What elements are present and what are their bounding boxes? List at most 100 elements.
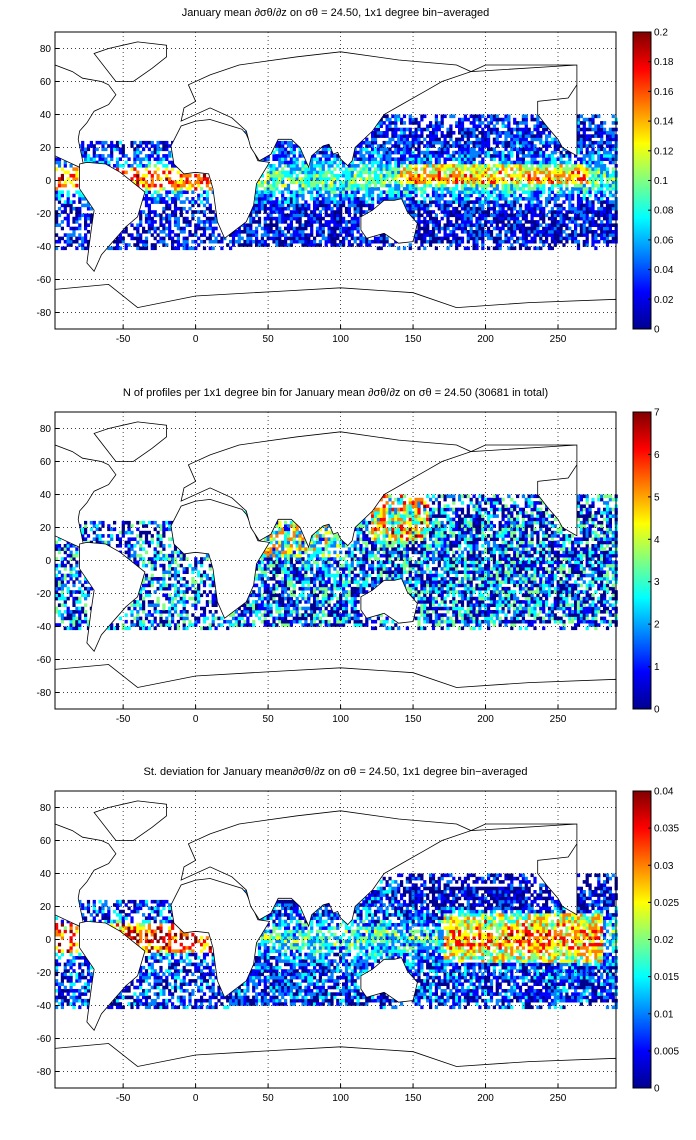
data-cell	[498, 236, 502, 241]
data-cell	[391, 193, 395, 198]
data-cell	[359, 170, 363, 175]
data-cell	[266, 600, 270, 604]
data-cell	[66, 236, 70, 241]
data-cell	[487, 127, 491, 132]
data-cell	[455, 220, 459, 224]
data-cell	[173, 590, 178, 594]
data-cell	[286, 187, 291, 191]
data-cell	[504, 200, 508, 204]
data-cell	[168, 567, 172, 571]
data-cell	[382, 173, 386, 178]
data-cell	[440, 193, 444, 198]
data-cell	[344, 180, 349, 185]
data-cell	[507, 117, 511, 122]
data-cell	[481, 200, 485, 204]
data-cell	[286, 150, 291, 155]
map-title: N of profiles per 1x1 degree bin for Jan…	[123, 387, 548, 399]
data-cell	[168, 177, 172, 181]
data-cell	[168, 524, 172, 528]
data-cell	[313, 157, 317, 161]
data-cell	[397, 246, 401, 251]
data-cell	[272, 550, 276, 555]
data-cell	[478, 180, 482, 185]
data-cell	[388, 180, 392, 185]
data-cell	[324, 147, 328, 152]
data-cell	[255, 193, 259, 198]
data-cell	[585, 187, 589, 191]
data-cell	[249, 233, 253, 237]
data-cell	[379, 183, 383, 188]
data-cell	[591, 117, 595, 122]
data-cell	[472, 180, 476, 185]
data-cell	[185, 600, 189, 604]
data-cell	[423, 114, 427, 119]
data-cell	[600, 121, 604, 125]
data-cell	[510, 160, 514, 165]
data-cell	[574, 154, 578, 158]
data-cell	[516, 236, 520, 241]
data-cell	[142, 606, 146, 611]
data-cell	[350, 180, 354, 185]
data-cell	[489, 114, 494, 119]
data-cell	[466, 203, 470, 208]
data-cell	[388, 243, 392, 247]
data-cell	[142, 557, 146, 561]
data-cell	[487, 177, 491, 181]
data-cell	[281, 213, 285, 218]
data-cell	[342, 173, 346, 178]
data-cell	[478, 154, 482, 158]
data-cell	[452, 140, 456, 145]
data-cell	[472, 127, 476, 132]
data-cell	[202, 230, 207, 234]
data-cell	[501, 190, 505, 194]
data-cell	[408, 206, 412, 211]
data-cell	[417, 157, 421, 161]
data-cell	[495, 223, 499, 227]
data-cell	[81, 144, 85, 148]
data-cell	[263, 567, 267, 571]
data-cell	[553, 203, 557, 208]
data-cell	[72, 583, 76, 588]
data-cell	[310, 167, 314, 171]
data-cell	[388, 117, 392, 122]
data-cell	[521, 230, 525, 234]
data-cell	[78, 233, 82, 237]
data-cell	[504, 236, 508, 241]
data-cell	[75, 616, 79, 621]
data-cell	[408, 190, 412, 194]
data-cell	[257, 610, 262, 614]
data-cell	[539, 210, 543, 214]
data-cell	[191, 603, 195, 607]
data-cell	[347, 164, 351, 168]
data-cell	[243, 226, 247, 231]
data-cell	[156, 524, 160, 528]
data-cell	[460, 220, 465, 224]
data-cell	[394, 124, 398, 128]
data-cell	[550, 239, 554, 244]
data-cell	[269, 177, 273, 181]
data-cell	[168, 626, 172, 631]
data-cell	[608, 173, 612, 178]
data-cell	[275, 167, 279, 171]
data-cell	[434, 190, 438, 194]
data-cell	[484, 213, 488, 218]
data-cell	[339, 233, 343, 237]
data-cell	[150, 520, 154, 525]
data-cell	[162, 593, 166, 598]
data-cell	[388, 170, 392, 175]
data-cell	[498, 190, 502, 194]
data-cell	[69, 180, 73, 185]
data-cell	[295, 167, 299, 171]
data-cell	[307, 216, 311, 221]
data-cell	[487, 203, 491, 208]
data-cell	[182, 570, 186, 574]
data-cell	[562, 213, 566, 218]
data-cell	[321, 183, 325, 188]
data-cell	[594, 124, 598, 128]
data-cell	[133, 157, 137, 161]
map-panel-2: N of profiles per 1x1 degree bin for Jan…	[37, 387, 660, 725]
data-cell	[400, 147, 404, 152]
data-cell	[469, 226, 473, 231]
data-cell	[272, 150, 276, 155]
data-cell	[197, 596, 201, 601]
